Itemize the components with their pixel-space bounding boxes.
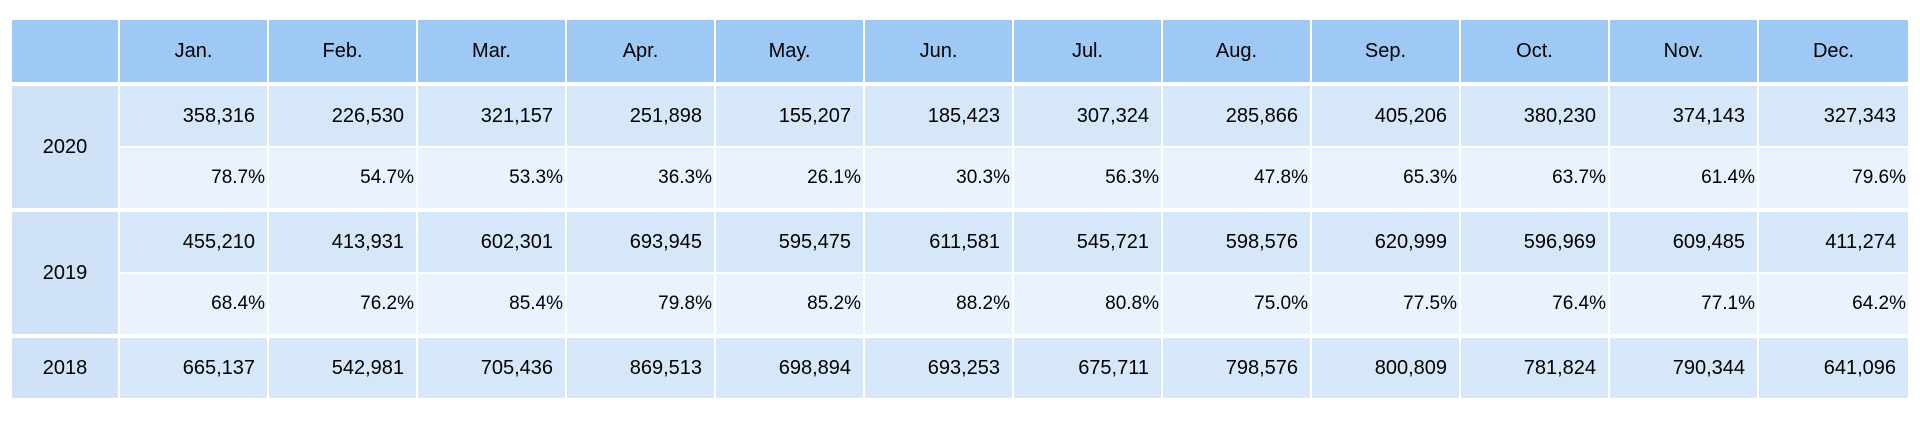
value-cell: 609,485 xyxy=(1610,212,1759,274)
table-row-2020-percents: 78.7% 54.7% 53.3% 36.3% 26.1% 30.3% 56.3… xyxy=(12,148,1908,212)
table-row-2018-values: 2018 665,137 542,981 705,436 869,513 698… xyxy=(12,338,1908,400)
value-cell: 327,343 xyxy=(1759,86,1908,148)
month-header-jan: Jan. xyxy=(120,20,269,86)
value-cell: 545,721 xyxy=(1014,212,1163,274)
percent-cell: 64.2% xyxy=(1759,274,1908,338)
monthly-data-table: Jan. Feb. Mar. Apr. May. Jun. Jul. Aug. … xyxy=(12,20,1908,400)
value-cell: 798,576 xyxy=(1163,338,1312,400)
percent-cell: 80.8% xyxy=(1014,274,1163,338)
value-cell: 595,475 xyxy=(716,212,865,274)
month-header-feb: Feb. xyxy=(269,20,418,86)
value-cell: 641,096 xyxy=(1759,338,1908,400)
value-cell: 611,581 xyxy=(865,212,1014,274)
percent-cell: 78.7% xyxy=(120,148,269,212)
value-cell: 665,137 xyxy=(120,338,269,400)
value-cell: 598,576 xyxy=(1163,212,1312,274)
month-header-aug: Aug. xyxy=(1163,20,1312,86)
value-cell: 155,207 xyxy=(716,86,865,148)
month-header-sep: Sep. xyxy=(1312,20,1461,86)
value-cell: 321,157 xyxy=(418,86,567,148)
percent-cell: 36.3% xyxy=(567,148,716,212)
percent-cell: 63.7% xyxy=(1461,148,1610,212)
value-cell: 185,423 xyxy=(865,86,1014,148)
table-row-2020-values: 2020 358,316 226,530 321,157 251,898 155… xyxy=(12,86,1908,212)
percent-cell: 79.8% xyxy=(567,274,716,338)
percent-cell: 76.4% xyxy=(1461,274,1610,338)
percent-cell: 77.1% xyxy=(1610,274,1759,338)
value-cell: 800,809 xyxy=(1312,338,1461,400)
percent-cell: 85.4% xyxy=(418,274,567,338)
percent-cell: 30.3% xyxy=(865,148,1014,212)
percent-cell: 85.2% xyxy=(716,274,865,338)
percent-cell: 54.7% xyxy=(269,148,418,212)
percent-cell: 76.2% xyxy=(269,274,418,338)
value-cell: 285,866 xyxy=(1163,86,1312,148)
value-cell: 602,301 xyxy=(418,212,567,274)
percent-cell: 88.2% xyxy=(865,274,1014,338)
value-cell: 790,344 xyxy=(1610,338,1759,400)
month-header-apr: Apr. xyxy=(567,20,716,86)
value-cell: 411,274 xyxy=(1759,212,1908,274)
month-header-dec: Dec. xyxy=(1759,20,1908,86)
value-cell: 380,230 xyxy=(1461,86,1610,148)
percent-cell: 53.3% xyxy=(418,148,567,212)
value-cell: 405,206 xyxy=(1312,86,1461,148)
value-cell: 251,898 xyxy=(567,86,716,148)
percent-cell: 65.3% xyxy=(1312,148,1461,212)
percent-cell: 75.0% xyxy=(1163,274,1312,338)
value-cell: 781,824 xyxy=(1461,338,1610,400)
month-header-nov: Nov. xyxy=(1610,20,1759,86)
value-cell: 675,711 xyxy=(1014,338,1163,400)
month-header-may: May. xyxy=(716,20,865,86)
value-cell: 596,969 xyxy=(1461,212,1610,274)
percent-cell: 77.5% xyxy=(1312,274,1461,338)
value-cell: 705,436 xyxy=(418,338,567,400)
header-row: Jan. Feb. Mar. Apr. May. Jun. Jul. Aug. … xyxy=(12,20,1908,86)
month-header-jul: Jul. xyxy=(1014,20,1163,86)
value-cell: 358,316 xyxy=(120,86,269,148)
percent-cell: 56.3% xyxy=(1014,148,1163,212)
value-cell: 374,143 xyxy=(1610,86,1759,148)
percent-cell: 61.4% xyxy=(1610,148,1759,212)
value-cell: 226,530 xyxy=(269,86,418,148)
value-cell: 413,931 xyxy=(269,212,418,274)
value-cell: 698,894 xyxy=(716,338,865,400)
value-cell: 620,999 xyxy=(1312,212,1461,274)
value-cell: 307,324 xyxy=(1014,86,1163,148)
corner-header-cell xyxy=(12,20,120,86)
year-label-2018: 2018 xyxy=(12,338,120,400)
year-label-2019: 2019 xyxy=(12,212,120,338)
percent-cell: 79.6% xyxy=(1759,148,1908,212)
year-label-2020: 2020 xyxy=(12,86,120,212)
monthly-data-table-container: Jan. Feb. Mar. Apr. May. Jun. Jul. Aug. … xyxy=(12,20,1908,400)
percent-cell: 26.1% xyxy=(716,148,865,212)
value-cell: 455,210 xyxy=(120,212,269,274)
table-row-2019-percents: 68.4% 76.2% 85.4% 79.8% 85.2% 88.2% 80.8… xyxy=(12,274,1908,338)
month-header-oct: Oct. xyxy=(1461,20,1610,86)
value-cell: 869,513 xyxy=(567,338,716,400)
month-header-mar: Mar. xyxy=(418,20,567,86)
month-header-jun: Jun. xyxy=(865,20,1014,86)
table-row-2019-values: 2019 455,210 413,931 602,301 693,945 595… xyxy=(12,212,1908,338)
percent-cell: 68.4% xyxy=(120,274,269,338)
value-cell: 542,981 xyxy=(269,338,418,400)
percent-cell: 47.8% xyxy=(1163,148,1312,212)
value-cell: 693,253 xyxy=(865,338,1014,400)
value-cell: 693,945 xyxy=(567,212,716,274)
